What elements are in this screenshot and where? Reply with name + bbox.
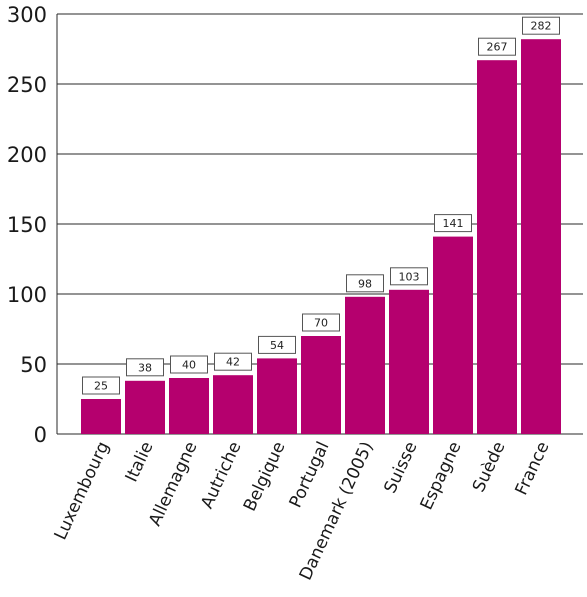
category-labels: Luxembourg ItalieAllemagneAutricheBelgiqu…: [51, 439, 554, 584]
x-tick-label: Luxembourg: [51, 439, 114, 543]
data-label: 40: [182, 359, 196, 372]
y-tick-label: 200: [7, 143, 47, 167]
data-label-box: [346, 274, 384, 293]
bar: [521, 39, 561, 434]
data-label-box: [478, 37, 516, 56]
data-labels: 25 38 40 42 54 70 98 103 141 267 282: [82, 16, 560, 395]
data-label-box: [214, 352, 252, 371]
bar: [169, 378, 209, 434]
x-tick-label: Belgique: [240, 439, 290, 515]
x-tick-label: Suisse: [380, 439, 421, 497]
data-label: 25: [94, 380, 108, 393]
data-label-box: [82, 376, 120, 395]
data-label: 141: [443, 217, 464, 230]
data-label-box: [126, 358, 164, 377]
data-label: 42: [226, 356, 240, 369]
data-label: 267: [487, 41, 508, 54]
data-label: 282: [531, 20, 552, 33]
bar: [345, 296, 385, 434]
y-tick-label: 100: [7, 283, 47, 307]
y-tick-label: 50: [20, 353, 47, 377]
data-label: 70: [314, 317, 328, 330]
bar: [477, 60, 517, 434]
bar: [257, 358, 297, 434]
data-label: 103: [399, 270, 420, 283]
bar: [433, 236, 473, 434]
y-tick-label: 250: [7, 73, 47, 97]
bar: [301, 336, 341, 434]
x-tick-label: Autriche: [197, 439, 245, 512]
y-tick-label: 150: [7, 213, 47, 237]
data-label-box: [170, 355, 208, 374]
x-tick-label: France: [512, 439, 554, 499]
data-label: 38: [138, 361, 152, 374]
data-label-box: [258, 335, 296, 354]
bar: [125, 380, 165, 434]
bars: [81, 39, 561, 434]
data-label-box: [434, 214, 472, 233]
y-tick-label: 0: [34, 423, 47, 447]
data-label: 98: [358, 277, 372, 290]
data-label-box: [522, 16, 560, 35]
bar: [81, 399, 121, 434]
data-label: 54: [270, 339, 284, 352]
x-tick-label: Portugal: [286, 439, 334, 511]
bar: [389, 289, 429, 434]
x-tick-label: Italie: [122, 439, 158, 486]
x-tick-label: Espagne: [417, 439, 466, 513]
y-tick-label: 300: [7, 3, 47, 27]
data-label-box: [302, 313, 340, 332]
data-label-box: [390, 267, 428, 286]
x-tick-label: Suède: [469, 439, 510, 496]
bar: [213, 375, 253, 434]
y-axis-ticks: 0 50 100 150 200 250 300: [7, 3, 47, 447]
